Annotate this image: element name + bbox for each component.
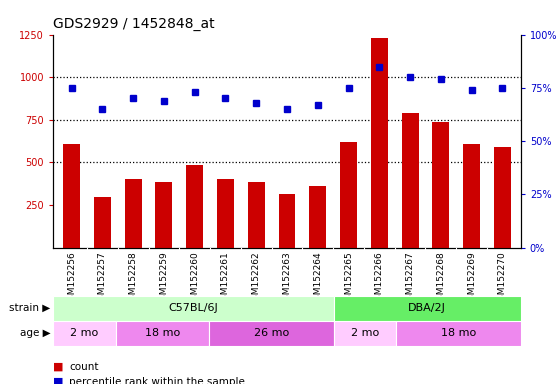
Text: GDS2929 / 1452848_at: GDS2929 / 1452848_at — [53, 17, 215, 31]
Bar — [402, 113, 418, 248]
Bar — [494, 147, 511, 248]
Bar — [278, 194, 296, 248]
Bar — [53, 321, 115, 346]
Bar — [334, 296, 521, 321]
Bar — [309, 186, 326, 248]
Text: GSM152269: GSM152269 — [467, 252, 476, 306]
Text: count: count — [69, 362, 99, 372]
Text: ■: ■ — [53, 377, 64, 384]
Text: strain ▶: strain ▶ — [9, 303, 50, 313]
Bar — [186, 165, 203, 248]
Bar — [53, 296, 334, 321]
Text: 26 mo: 26 mo — [254, 328, 289, 338]
Bar — [115, 321, 209, 346]
Bar — [340, 142, 357, 248]
Text: age ▶: age ▶ — [20, 328, 50, 338]
Bar — [209, 321, 334, 346]
Text: GSM152268: GSM152268 — [436, 252, 445, 306]
Text: GSM152264: GSM152264 — [313, 252, 322, 306]
Bar — [248, 182, 265, 248]
Text: C57BL/6J: C57BL/6J — [169, 303, 218, 313]
Bar — [156, 182, 172, 248]
Text: GSM152257: GSM152257 — [98, 252, 107, 306]
Text: GSM152263: GSM152263 — [282, 252, 292, 306]
Text: GSM152267: GSM152267 — [405, 252, 414, 306]
Text: 2 mo: 2 mo — [70, 328, 99, 338]
Bar — [371, 38, 388, 248]
Bar — [432, 121, 449, 248]
Bar — [217, 179, 234, 248]
Text: GSM152259: GSM152259 — [160, 252, 169, 306]
Text: GSM152261: GSM152261 — [221, 252, 230, 306]
Bar — [63, 144, 80, 248]
Text: GSM152256: GSM152256 — [67, 252, 76, 306]
Text: GSM152258: GSM152258 — [129, 252, 138, 306]
Bar — [125, 179, 142, 248]
Text: 2 mo: 2 mo — [351, 328, 379, 338]
Text: ■: ■ — [53, 362, 64, 372]
Bar — [94, 197, 111, 248]
Text: 18 mo: 18 mo — [144, 328, 180, 338]
Text: percentile rank within the sample: percentile rank within the sample — [69, 377, 245, 384]
Text: GSM152270: GSM152270 — [498, 252, 507, 306]
Text: DBA/2J: DBA/2J — [408, 303, 446, 313]
Bar — [396, 321, 521, 346]
Bar — [334, 321, 396, 346]
Text: GSM152262: GSM152262 — [252, 252, 261, 306]
Text: GSM152265: GSM152265 — [344, 252, 353, 306]
Text: GSM152260: GSM152260 — [190, 252, 199, 306]
Bar — [463, 144, 480, 248]
Text: GSM152266: GSM152266 — [375, 252, 384, 306]
Text: 18 mo: 18 mo — [441, 328, 476, 338]
